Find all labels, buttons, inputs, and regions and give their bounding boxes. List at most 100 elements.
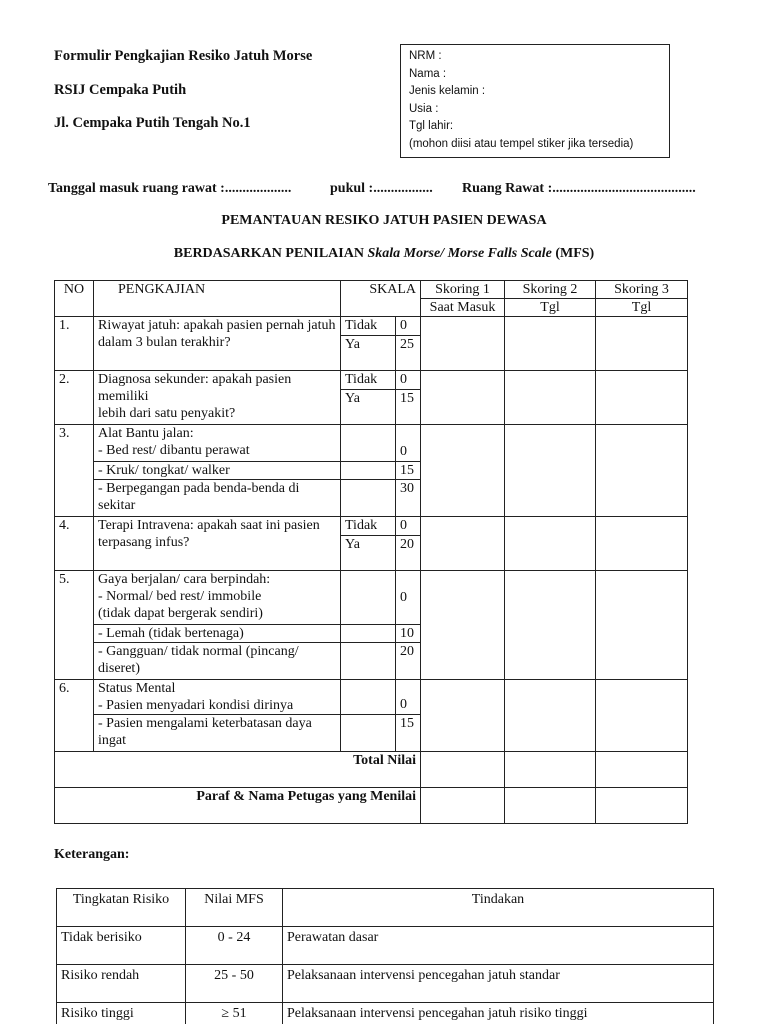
skala-empty-cell bbox=[340, 642, 396, 680]
keterangan-label: Keterangan: bbox=[54, 847, 130, 862]
ruang-rawat-field: Ruang Rawat :...........................… bbox=[462, 181, 696, 196]
skoring-3-cell bbox=[595, 424, 689, 517]
item-pengkajian: - Gangguan/ tidak normal (pincang/ diser… bbox=[93, 642, 341, 680]
header-tgl-2: Tgl bbox=[504, 298, 597, 317]
skala-empty-cell bbox=[340, 679, 396, 715]
option-score: 0 bbox=[394, 570, 422, 625]
option-score: 15 bbox=[394, 389, 422, 425]
skala-empty-cell bbox=[340, 570, 396, 625]
skala-empty-cell bbox=[340, 624, 396, 643]
header-no: NO bbox=[54, 280, 94, 317]
skoring-1-cell bbox=[420, 679, 506, 752]
skoring-2-cell bbox=[504, 570, 597, 680]
risk-header: Tindakan bbox=[282, 888, 714, 927]
item-pengkajian: Riwayat jatuh: apakah pasien pernah jatu… bbox=[93, 316, 341, 371]
page-subtitle: BERDASARKAN PENILAIAN Skala Morse/ Morse… bbox=[0, 246, 768, 262]
patient-id-box: NRM : Nama : Jenis kelamin : Usia : Tgl … bbox=[400, 44, 670, 158]
risk-action: Perawatan dasar bbox=[282, 926, 714, 965]
skala-empty-cell bbox=[340, 461, 396, 480]
skoring-1-cell bbox=[420, 570, 506, 680]
item-pengkajian: Terapi Intravena: apakah saat ini pasien… bbox=[93, 516, 341, 571]
risk-level-table: Tingkatan Risiko Nilai MFS Tindakan Tidak b… bbox=[56, 888, 714, 1024]
skoring-2-cell bbox=[504, 316, 597, 371]
risk-action: Pelaksanaan intervensi pencegahan jatuh … bbox=[282, 1002, 714, 1024]
pukul-field: pukul :................. bbox=[330, 181, 433, 196]
usia-field: Usia : bbox=[409, 102, 439, 115]
item-no: 2. bbox=[54, 370, 94, 425]
item-pengkajian: Alat Bantu jalan: - Bed rest/ dibantu pe… bbox=[93, 424, 341, 462]
option-score: 10 bbox=[394, 624, 422, 643]
skoring-3-cell bbox=[595, 516, 689, 571]
risk-level: Risiko rendah bbox=[56, 964, 186, 1003]
tgl-lahir-field: Tgl lahir: bbox=[409, 120, 454, 132]
total-nilai-label: Total Nilai bbox=[53, 751, 422, 788]
option-label: Ya bbox=[340, 389, 396, 425]
paraf-skoring-3-cell bbox=[595, 787, 689, 824]
subtitle-suffix: (MFS) bbox=[551, 246, 595, 261]
hospital-address: Jl. Cempaka Putih Tengah No.1 bbox=[54, 115, 251, 131]
skala-empty-cell bbox=[340, 479, 396, 517]
skoring-3-cell bbox=[595, 316, 689, 371]
option-score: 0 bbox=[394, 316, 422, 336]
skoring-3-cell bbox=[595, 679, 689, 752]
header-skala: SKALA bbox=[339, 280, 422, 317]
header-tgl-3: Tgl bbox=[595, 298, 689, 317]
skoring-1-cell bbox=[420, 424, 506, 517]
option-score: 25 bbox=[394, 335, 422, 371]
header-skoring-1: Skoring 1 bbox=[420, 280, 506, 299]
skoring-2-cell bbox=[504, 424, 597, 517]
header-skoring-2: Skoring 2 bbox=[504, 280, 597, 299]
risk-header: Nilai MFS bbox=[185, 888, 283, 927]
option-label: Tidak bbox=[340, 316, 396, 336]
jenis-kelamin-field: Jenis kelamin : bbox=[409, 85, 486, 97]
tanggal-masuk-field: Tanggal masuk ruang rawat :.............… bbox=[48, 181, 292, 196]
option-score: 0 bbox=[394, 679, 422, 715]
skoring-1-cell bbox=[420, 516, 506, 571]
paraf-skoring-1-cell bbox=[420, 787, 506, 824]
skala-empty-cell bbox=[340, 714, 396, 752]
skoring-2-cell bbox=[504, 370, 597, 425]
item-no: 5. bbox=[54, 570, 94, 680]
mfs-range: 0 - 24 bbox=[185, 926, 283, 965]
form-title: Formulir Pengkajian Resiko Jatuh Morse bbox=[54, 48, 313, 64]
item-pengkajian: Status Mental - Pasien menyadari kondisi… bbox=[93, 679, 341, 715]
morse-scale-table: NO PENGKAJIAN SKALA Skoring 1 Skoring 2 Skori… bbox=[53, 280, 689, 824]
option-score: 0 bbox=[394, 424, 422, 462]
skoring-3-cell bbox=[595, 370, 689, 425]
item-no: 3. bbox=[54, 424, 94, 517]
item-no: 4. bbox=[54, 516, 94, 571]
hospital-name: RSIJ Cempaka Putih bbox=[54, 82, 187, 98]
item-pengkajian: - Kruk/ tongkat/ walker bbox=[93, 461, 341, 480]
option-score: 0 bbox=[394, 516, 422, 536]
header-saat-masuk: Saat Masuk bbox=[420, 298, 506, 317]
header-skoring-3: Skoring 3 bbox=[595, 280, 689, 299]
risk-level: Tidak berisiko bbox=[56, 926, 186, 965]
subtitle-italic: Skala Morse/ Morse Falls Scale bbox=[367, 246, 552, 261]
item-pengkajian: - Lemah (tidak bertenaga) bbox=[93, 624, 341, 643]
option-label: Tidak bbox=[340, 516, 396, 536]
subtitle-prefix: BERDASARKAN PENILAIAN bbox=[173, 246, 368, 261]
skoring-2-cell bbox=[504, 516, 597, 571]
mfs-range: 25 - 50 bbox=[185, 964, 283, 1003]
item-pengkajian: Gaya berjalan/ cara berpindah: - Normal/… bbox=[93, 570, 341, 625]
nama-field: Nama : bbox=[409, 67, 447, 80]
item-no: 6. bbox=[54, 679, 94, 752]
skoring-2-cell bbox=[504, 679, 597, 752]
option-label: Tidak bbox=[340, 370, 396, 390]
item-pengkajian: - Pasien mengalami keterbatasan daya ing… bbox=[93, 714, 341, 752]
option-score: 30 bbox=[394, 479, 422, 517]
skoring-1-cell bbox=[420, 370, 506, 425]
option-score: 20 bbox=[394, 642, 422, 680]
option-score: 20 bbox=[394, 535, 422, 571]
option-score: 15 bbox=[394, 461, 422, 480]
risk-header: Tingkatan Risiko bbox=[56, 888, 186, 927]
skala-empty-cell bbox=[340, 424, 396, 462]
mfs-range: ≥ 51 bbox=[185, 1002, 283, 1024]
sticker-note: (mohon diisi atau tempel stiker jika ter… bbox=[409, 137, 634, 150]
skoring-1-cell bbox=[420, 316, 506, 371]
option-label: Ya bbox=[340, 335, 396, 371]
header-pengkajian: PENGKAJIAN bbox=[93, 280, 341, 317]
total-skoring-1-cell bbox=[420, 751, 506, 788]
option-label: Ya bbox=[340, 535, 396, 571]
